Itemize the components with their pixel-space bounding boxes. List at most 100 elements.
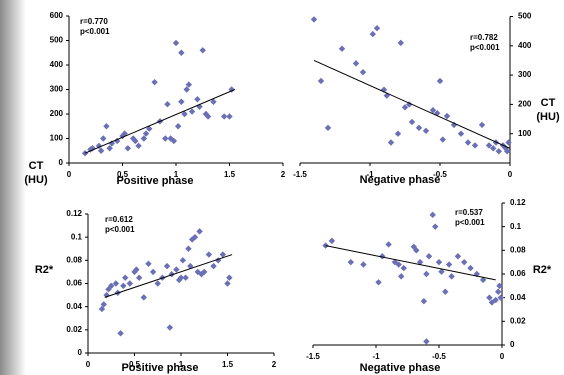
point <box>423 270 430 278</box>
x-tick-label: -1.5 <box>293 170 307 179</box>
y-tick-label: 0.12 <box>66 209 82 218</box>
point <box>166 324 174 331</box>
x-tick-label: 0 <box>508 170 513 179</box>
point <box>188 236 196 243</box>
point <box>448 273 455 280</box>
point <box>438 268 445 275</box>
point <box>310 16 318 23</box>
point <box>188 108 196 115</box>
point <box>145 260 152 268</box>
y-axis-label: (HU) <box>536 111 560 123</box>
y-tick-label: 0.06 <box>510 269 526 278</box>
y-axis-label: R2* <box>35 264 54 276</box>
x-tick-label: 1.5 <box>222 360 234 369</box>
y-tick-label: 200 <box>50 109 64 118</box>
point <box>408 118 416 126</box>
point <box>324 124 332 132</box>
point <box>194 96 201 103</box>
y-axis-label: (HU) <box>24 174 48 186</box>
point <box>170 137 178 145</box>
point <box>420 298 428 305</box>
point <box>220 113 228 120</box>
point <box>178 98 185 105</box>
point <box>394 130 402 137</box>
trend-line <box>84 89 236 154</box>
point <box>117 330 124 337</box>
y-axis-label: R2* <box>533 264 552 276</box>
x-tick-label: 2 <box>281 170 286 179</box>
point <box>347 258 354 266</box>
y-tick-label: 600 <box>50 11 64 20</box>
annotation: r=0.537 <box>455 208 483 217</box>
x-tick-label: 0 <box>67 170 72 179</box>
point <box>210 98 217 105</box>
y-tick-label: 400 <box>518 41 532 50</box>
point <box>485 142 493 149</box>
y-tick-label: 0 <box>78 348 83 357</box>
y-tick-label: 0.1 <box>510 222 522 231</box>
point <box>124 145 132 152</box>
point <box>464 139 472 146</box>
y-tick-label: 0.08 <box>510 245 526 254</box>
annotation: p<0.001 <box>470 43 500 52</box>
point <box>199 47 206 54</box>
point <box>210 262 217 270</box>
point <box>495 148 502 155</box>
point <box>422 127 430 134</box>
point <box>317 77 325 85</box>
y-tick-label: 0.08 <box>66 255 82 264</box>
x-tick-label: 1 <box>174 170 179 179</box>
point <box>439 136 446 143</box>
x-tick-label: -0.5 <box>432 352 446 361</box>
point <box>492 296 499 304</box>
y-tick-label: 300 <box>518 70 532 79</box>
y-tick-label: 0.12 <box>510 198 526 207</box>
point <box>429 211 436 219</box>
annotation: p<0.001 <box>80 27 110 36</box>
point <box>397 39 404 47</box>
y-tick-label: 300 <box>50 85 64 94</box>
point <box>338 45 346 52</box>
point <box>149 268 157 276</box>
trend-line <box>325 245 496 281</box>
x-tick-label: -1.5 <box>306 352 320 361</box>
trend-line <box>104 254 233 298</box>
point <box>406 101 413 108</box>
point <box>401 104 409 111</box>
x-tick-label: 1.5 <box>224 170 236 179</box>
point <box>183 86 190 93</box>
point <box>146 125 153 132</box>
point <box>226 113 233 120</box>
point <box>454 253 462 260</box>
x-tick-label: -1 <box>366 170 374 179</box>
x-axis-label: Negative phase <box>360 362 441 374</box>
point <box>373 25 381 32</box>
x-tick-label: 2 <box>272 360 277 369</box>
point <box>163 262 171 270</box>
point <box>106 145 113 152</box>
point <box>142 130 150 137</box>
point <box>450 121 458 129</box>
point <box>495 288 502 295</box>
point <box>112 280 120 287</box>
point <box>496 282 503 290</box>
annotation: r=0.782 <box>470 33 498 42</box>
point <box>177 274 185 281</box>
point <box>322 242 329 249</box>
x-tick-label: 1 <box>179 360 184 369</box>
y-tick-label: 0.1 <box>71 232 83 241</box>
point <box>172 39 180 47</box>
point <box>443 112 451 120</box>
point <box>461 258 468 266</box>
point <box>435 258 443 266</box>
point <box>226 274 233 281</box>
point <box>122 274 129 281</box>
point <box>359 68 367 76</box>
y-tick-label: 0.06 <box>66 279 82 288</box>
point <box>167 135 174 142</box>
point <box>471 142 479 149</box>
point <box>423 338 430 345</box>
point <box>478 121 486 129</box>
y-tick-label: 100 <box>518 129 532 138</box>
